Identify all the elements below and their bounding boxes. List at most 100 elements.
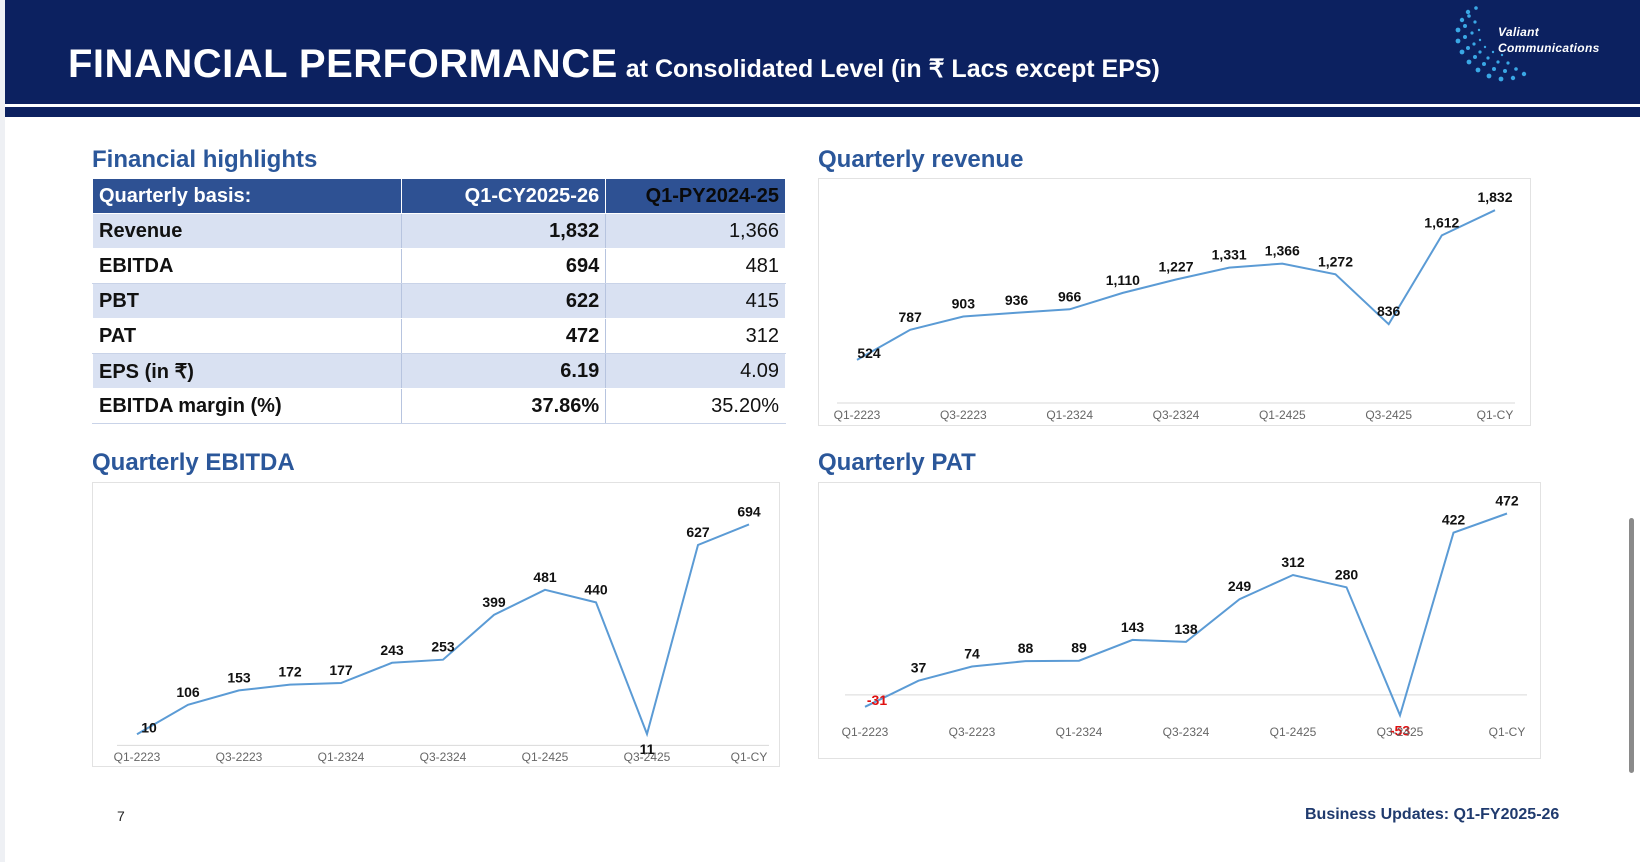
header-bar (5, 0, 1640, 104)
data-label: 399 (482, 594, 506, 610)
row-label: EBITDA margin (%) (91, 388, 403, 424)
logo-line1: Valiant (1498, 25, 1540, 39)
table-row: EBITDA 694 481 (91, 248, 786, 284)
data-label: 1,272 (1318, 253, 1353, 269)
revenue-chart-title: Quarterly revenue (818, 146, 1024, 173)
title-sub: at Consolidated Level (in ₹ Lacs except … (625, 55, 1160, 83)
cell-py: 1,366 (605, 213, 786, 249)
column-header: Q1-CY2025-26 (401, 178, 607, 214)
row-label: EPS (in ₹) (91, 353, 403, 389)
x-tick-label: Q3-2324 (420, 750, 467, 764)
data-label: 37 (911, 660, 927, 676)
ebitda-chart: 10 106 153 172 177 243 253 399 481 440 11 627 694 Q1-… (114, 503, 769, 764)
ebitda-chart-title: Quarterly EBITDA (92, 449, 295, 476)
data-label: 1,227 (1158, 258, 1193, 274)
series-line (136, 523, 750, 738)
data-label: 422 (1442, 512, 1466, 528)
x-tick-label: Q1-2425 (1259, 408, 1306, 422)
x-tick-label: Q3-2223 (940, 408, 987, 422)
page-number: 7 (117, 808, 125, 824)
cell-py: 35.20% (605, 388, 786, 424)
table-row: Revenue 1,832 1,366 (91, 213, 786, 249)
data-label: 472 (1495, 492, 1519, 508)
data-label: 88 (1018, 640, 1034, 656)
x-tick-label: Q1-2324 (1056, 725, 1103, 739)
x-tick-label: Q1-2324 (1046, 408, 1093, 422)
revenue-chart-box: 524 787 903 936 966 1,110 1,227 1,331 1,366 1,272… (818, 178, 1531, 426)
pat-chart-box: -31 37 74 88 89 143 138 249 312 280 -53 422 472 Q1-22… (818, 482, 1541, 759)
valiant-logo-icon (1455, 6, 1527, 82)
pat-chart: -31 37 74 88 89 143 138 249 312 280 -53 422 472 Q1-22… (842, 492, 1527, 739)
series-line (864, 512, 1508, 719)
logo-line2: Communications (1498, 41, 1600, 55)
data-label: 11 (640, 741, 655, 757)
x-tick-label: Q3-2425 (1365, 408, 1412, 422)
header-divider (5, 107, 1640, 117)
row-label: PAT (91, 318, 403, 354)
x-tick-label: Q3-2223 (949, 725, 996, 739)
data-label: 89 (1071, 640, 1087, 656)
data-label: 1,331 (1212, 247, 1247, 263)
data-label: 836 (1377, 303, 1401, 319)
x-tick-label: Q1-2223 (842, 725, 889, 739)
table-header-row: Quarterly basis: Q1-CY2025-26 Q1-PY2024-… (91, 178, 786, 214)
data-label: 243 (380, 642, 404, 658)
x-tick-label: Q1-2223 (114, 750, 161, 764)
page-title: FINANCIAL PERFORMANCE at Consolidated Lev… (68, 42, 1160, 87)
x-tick-label: Q1-2425 (522, 750, 569, 764)
x-tick-label: Q1-CY (1477, 408, 1514, 422)
data-label: 172 (278, 664, 302, 680)
ebitda-chart-box: 10 106 153 172 177 243 253 399 481 440 11 627 694 Q1-… (92, 482, 780, 767)
table-row: PBT 622 415 (91, 283, 786, 319)
x-tick-label: Q3-2425 (624, 750, 671, 764)
data-label: 1,366 (1265, 243, 1300, 259)
data-label: 966 (1058, 288, 1082, 304)
cell-cy: 37.86% (401, 388, 607, 424)
data-label: 694 (737, 503, 761, 519)
series-line (856, 209, 1496, 361)
cell-py: 481 (605, 248, 786, 284)
x-tick-label: Q1-2223 (834, 408, 881, 422)
left-edge (0, 0, 5, 862)
highlights-title: Financial highlights (92, 146, 318, 173)
data-label: 10 (141, 719, 157, 735)
revenue-chart: 524 787 903 936 966 1,110 1,227 1,331 1,366 1,272… (834, 189, 1515, 422)
cell-py: 415 (605, 283, 786, 319)
table-row: EPS (in ₹) 6.19 4.09 (91, 353, 786, 389)
data-label: 440 (584, 581, 608, 597)
data-label: 253 (431, 639, 455, 655)
data-label: 143 (1121, 619, 1145, 635)
data-label: 481 (533, 569, 557, 585)
x-tick-label: Q3-2223 (216, 750, 263, 764)
data-label: 1,110 (1106, 272, 1140, 288)
row-label: EBITDA (91, 248, 403, 284)
cell-cy: 6.19 (401, 353, 607, 389)
title-main: FINANCIAL PERFORMANCE (68, 42, 618, 86)
data-label: 627 (686, 524, 710, 540)
data-label: 74 (964, 645, 980, 661)
pat-chart-title: Quarterly PAT (818, 449, 976, 476)
x-tick-label: Q1-CY (731, 750, 768, 764)
scrollbar[interactable] (1629, 518, 1634, 773)
x-tick-label: Q3-2425 (1377, 725, 1424, 739)
x-tick-label: Q1-CY (1489, 725, 1526, 739)
data-label: 312 (1281, 554, 1305, 570)
footer-note: Business Updates: Q1-FY2025-26 (1305, 806, 1560, 823)
data-label: 903 (952, 296, 976, 312)
data-label: 138 (1174, 621, 1198, 637)
data-label: 524 (857, 345, 881, 361)
data-label: 249 (1228, 578, 1252, 594)
data-label: 280 (1335, 566, 1359, 582)
cell-cy: 622 (401, 283, 607, 319)
logo-text: Valiant Communications (1498, 24, 1600, 56)
data-label: -31 (867, 692, 887, 708)
table-row: PAT 472 312 (91, 318, 786, 354)
column-header: Q1-PY2024-25 (605, 178, 786, 214)
cell-cy: 1,832 (401, 213, 607, 249)
x-tick-label: Q3-2324 (1163, 725, 1210, 739)
x-tick-label: Q3-2324 (1153, 408, 1200, 422)
row-label: PBT (91, 283, 403, 319)
data-label: -53 (1390, 722, 1410, 738)
financial-highlights-table: Quarterly basis: Q1-CY2025-26 Q1-PY2024-… (91, 178, 786, 424)
column-header: Quarterly basis: (91, 178, 403, 214)
